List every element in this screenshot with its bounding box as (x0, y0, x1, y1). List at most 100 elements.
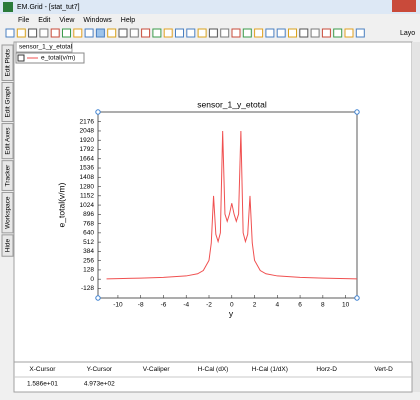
toolbar-button[interactable] (310, 28, 320, 38)
y-tick-label: 1408 (80, 174, 95, 181)
right-edge (412, 42, 420, 392)
toolbar-button[interactable] (186, 28, 196, 38)
toolbar-button[interactable] (50, 28, 60, 38)
x-tick-label: -6 (161, 302, 167, 309)
toolbar-button[interactable] (39, 28, 49, 38)
document-tab-label: sensor_1_y_etotal (19, 44, 73, 51)
y-tick-label: 512 (83, 239, 94, 246)
toolbar-button[interactable] (344, 28, 354, 38)
y-tick-label: 2176 (80, 118, 95, 125)
y-tick-label: 1920 (80, 137, 95, 144)
side-tab[interactable] (1, 123, 14, 160)
toolbar-button[interactable] (265, 28, 275, 38)
toolbar-button[interactable] (152, 28, 162, 38)
menu-item[interactable]: Help (121, 17, 136, 24)
table-header: H-Cal (dX) (198, 366, 229, 373)
menu-item[interactable]: File (18, 17, 29, 24)
toolbar-button[interactable] (355, 28, 365, 38)
x-tick-label: 8 (321, 302, 325, 309)
toolbar-button[interactable] (231, 28, 241, 38)
menu-item[interactable]: Windows (83, 17, 112, 24)
selection-handle[interactable] (95, 109, 101, 115)
side-tab[interactable] (1, 191, 14, 234)
side-tab-label: Tracker (5, 164, 12, 187)
y-tick-label: -128 (81, 285, 94, 292)
legend-checkbox[interactable] (17, 54, 25, 62)
y-axis-label: e_total(v/m) (56, 182, 66, 227)
table-header: Vert-D (374, 366, 393, 373)
x-tick-label: -2 (206, 302, 212, 309)
toolbar-button[interactable] (276, 28, 286, 38)
toolbar-button[interactable] (73, 28, 83, 38)
toolbar-button[interactable] (141, 28, 151, 38)
selection-handle[interactable] (354, 109, 360, 115)
toolbar-button[interactable] (84, 28, 94, 38)
side-tab-label: Workspace (5, 196, 12, 229)
menu-item[interactable]: Edit (38, 17, 50, 24)
table-header: Horz-D (316, 366, 337, 373)
toolbar-button[interactable] (175, 28, 184, 38)
y-tick-label: 0 (90, 276, 94, 283)
toolbar-button[interactable] (16, 28, 26, 38)
x-tick-label: 4 (275, 302, 279, 309)
toolbar-button[interactable] (62, 28, 71, 38)
y-tick-label: 1152 (80, 193, 94, 200)
toolbar-button[interactable] (28, 28, 38, 38)
x-tick-label: 6 (298, 302, 302, 309)
toolbar-button[interactable] (95, 28, 105, 38)
y-tick-label: 1280 (80, 183, 95, 190)
side-tab[interactable] (1, 234, 14, 257)
side-tab[interactable] (1, 160, 14, 191)
toolbar-button[interactable] (107, 28, 117, 38)
y-tick-label: 384 (83, 248, 94, 255)
y-tick-label: 1664 (80, 155, 95, 162)
y-tick-label: 128 (83, 267, 94, 274)
side-tab-label: Edit Axes (5, 127, 12, 155)
x-tick-label: 0 (230, 302, 234, 309)
window-title: EM.Grid - [stat_tut7] (17, 4, 80, 11)
table-cell: 4.973e+02 (84, 381, 115, 388)
toolbar-button[interactable] (208, 28, 218, 38)
y-tick-label: 2048 (80, 128, 95, 135)
menu-item[interactable]: View (59, 17, 75, 24)
toolbar-button[interactable] (321, 28, 331, 38)
toolbar-button[interactable] (299, 28, 309, 38)
table-header: H-Cal (1/dX) (252, 366, 288, 373)
document-tab[interactable] (15, 41, 73, 53)
table-header: X-Cursor (29, 366, 56, 373)
toolbar-button[interactable] (220, 28, 230, 38)
app-icon (3, 2, 13, 12)
close-button[interactable] (392, 0, 416, 12)
title-bar (0, 0, 420, 14)
toolbar-button[interactable] (197, 28, 207, 38)
side-tab[interactable] (1, 81, 14, 123)
toolbar-button[interactable] (118, 28, 128, 38)
y-tick-label: 256 (83, 257, 94, 264)
toolbar-button[interactable] (288, 28, 297, 38)
toolbar-button[interactable] (5, 28, 15, 38)
y-tick-label: 640 (83, 230, 94, 237)
x-tick-label: -8 (138, 302, 144, 309)
table-header: Y-Cursor (87, 366, 113, 373)
toolbar-button[interactable] (129, 28, 139, 38)
toolbar-overflow-label[interactable]: Layo (400, 30, 415, 37)
x-tick-label: 2 (253, 302, 257, 309)
side-tab[interactable] (1, 44, 14, 81)
toolbar-button[interactable] (254, 28, 264, 38)
toolbar-button[interactable] (242, 28, 252, 38)
x-axis-label: y (229, 308, 234, 318)
selection-handle[interactable] (95, 295, 101, 301)
toolbar-button[interactable] (163, 28, 173, 38)
legend-label: e_total(v/m) (41, 55, 75, 62)
y-tick-label: 1024 (80, 202, 95, 209)
side-tab-label: Edit Plots (5, 48, 12, 76)
selection-handle[interactable] (354, 295, 360, 301)
x-tick-label: -10 (113, 302, 123, 309)
table-cell: 1.586e+01 (27, 381, 58, 388)
side-tab-label: Edit Graph (5, 86, 12, 117)
side-tab-label: Hide (5, 238, 12, 252)
x-tick-label: 10 (342, 302, 350, 309)
y-tick-label: 1792 (80, 146, 95, 153)
toolbar-button[interactable] (333, 28, 343, 38)
